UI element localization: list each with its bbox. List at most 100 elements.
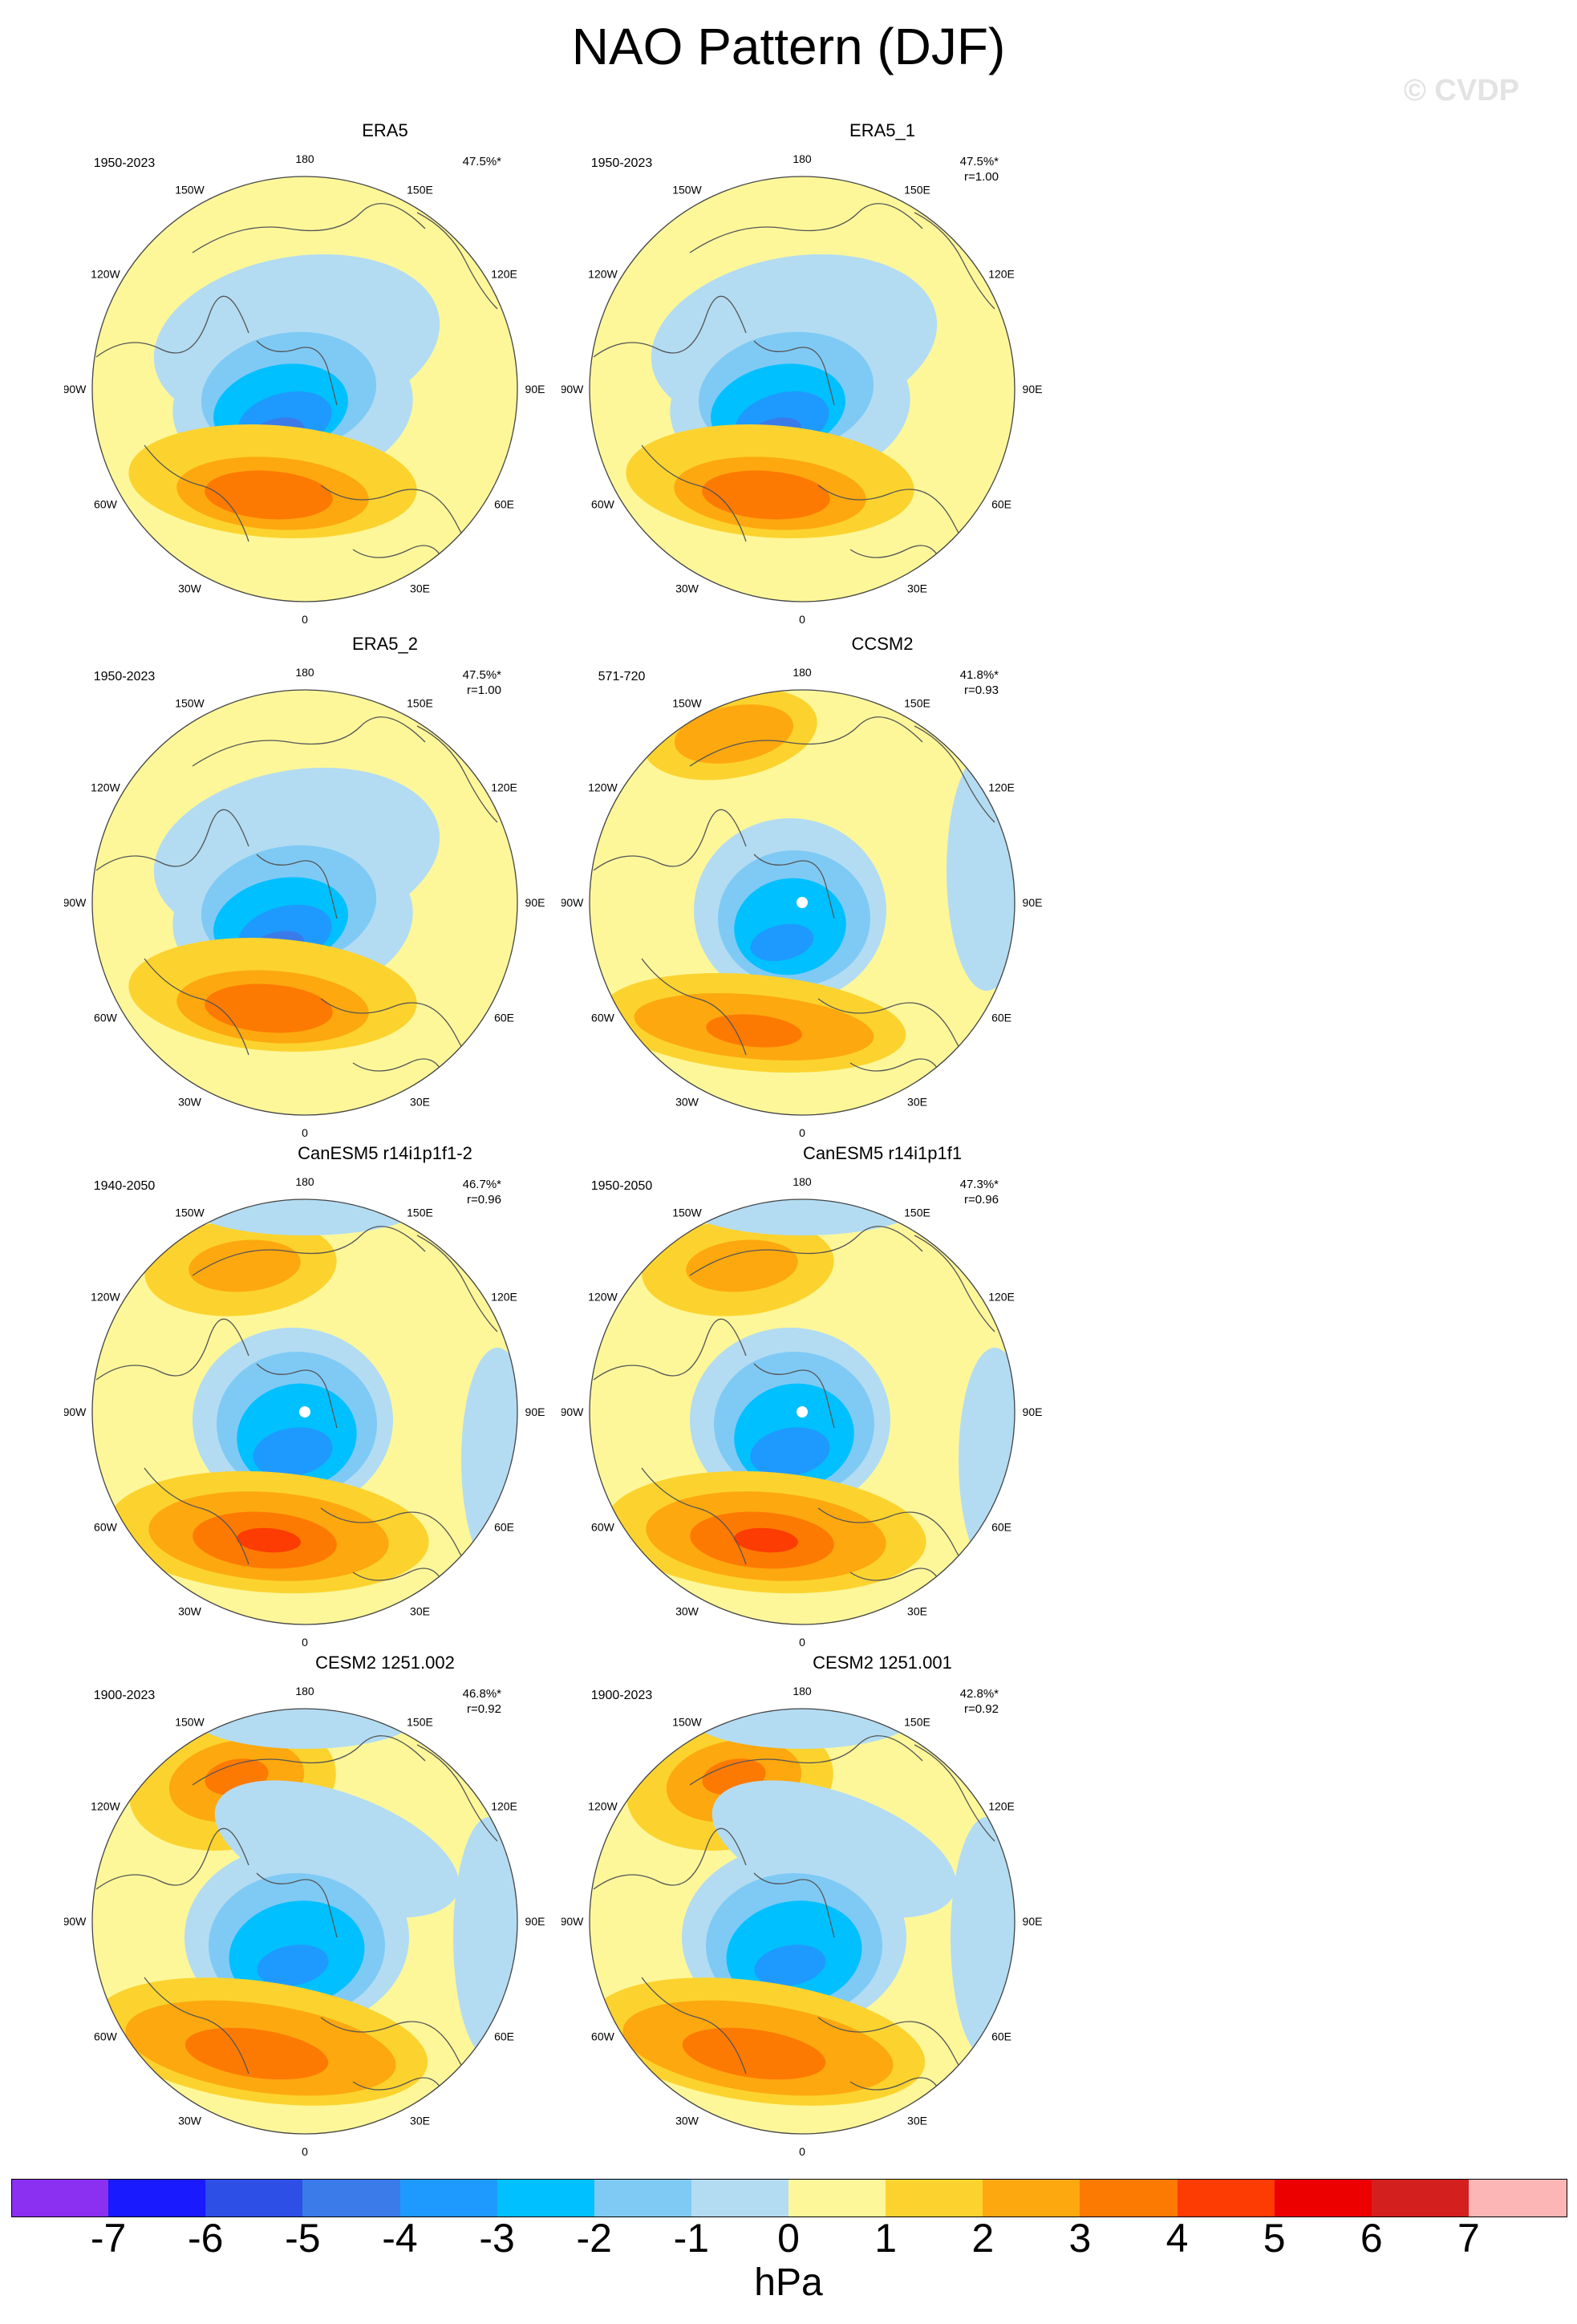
colorbar-tick-label: -1 bbox=[673, 2216, 710, 2261]
colorbar-tick-label: 4 bbox=[1166, 2216, 1189, 2261]
panel-stats: 47.3%* r=0.96 bbox=[960, 1177, 999, 1207]
longitude-label: 0 bbox=[302, 1636, 308, 1649]
colorbar-segment bbox=[1468, 2179, 1567, 2217]
longitude-label: 150W bbox=[672, 183, 702, 196]
panel-title: ERA5_1 bbox=[849, 120, 915, 140]
longitude-label: 30W bbox=[675, 1096, 699, 1109]
map-panel: ERA5 180 150E 120E 90E 60E 30E 0 30W 60W 90W 120W 15… bbox=[64, 120, 706, 626]
map-border bbox=[91, 1199, 518, 1625]
polar-map: 180 150E 120E 90E 60E 30E 0 30W 60W 90W 120W 150W bbox=[561, 152, 1043, 626]
longitude-label: 30E bbox=[410, 582, 430, 595]
longitude-label: 30E bbox=[907, 1605, 927, 1618]
longitude-label: 120E bbox=[988, 1800, 1015, 1813]
longitude-label: 150E bbox=[904, 1715, 930, 1728]
panel-stats: 47.5%* bbox=[463, 154, 501, 169]
colorbar-segment bbox=[399, 2179, 498, 2217]
panel-title: CanESM5 r14i1p1f1 bbox=[802, 1143, 963, 1163]
colorbar-segment bbox=[886, 2179, 983, 2217]
longitude-label: 60E bbox=[494, 1521, 514, 1534]
longitude-label: 90E bbox=[525, 1915, 545, 1928]
longitude-label: 30E bbox=[410, 1605, 430, 1618]
panel-title: CESM2 1251.002 bbox=[315, 1653, 455, 1673]
pattern-correlation: r=1.00 bbox=[964, 170, 999, 184]
colorbar bbox=[11, 2179, 1567, 2217]
longitude-label: 60E bbox=[991, 2030, 1011, 2043]
panel-title: CanESM5 r14i1p1f1-2 bbox=[298, 1143, 472, 1163]
pattern-correlation: r=0.96 bbox=[964, 1193, 999, 1207]
longitude-label: 90W bbox=[561, 383, 584, 395]
longitude-label: 120E bbox=[988, 781, 1015, 794]
longitude-label: 0 bbox=[799, 2145, 805, 2158]
polar-map: 180 150E 120E 90E 60E 30E 0 30W 60W 90W 120W 150W bbox=[64, 1175, 545, 1649]
longitude-label: 90W bbox=[64, 1405, 87, 1418]
longitude-label: 60W bbox=[591, 1012, 615, 1024]
polar-map: 180 150E 120E 90E 60E 30E 0 30W 60W 90W 120W 150W bbox=[64, 152, 545, 626]
map-border bbox=[589, 689, 1016, 1116]
polar-map: 180 150E 120E 90E 60E 30E 0 30W 60W 90W 120W 150W bbox=[561, 1685, 1043, 2158]
longitude-label: 150E bbox=[407, 696, 433, 709]
longitude-label: 120W bbox=[91, 268, 120, 281]
longitude-label: 90E bbox=[525, 383, 545, 395]
longitude-label: 120W bbox=[588, 1291, 618, 1304]
colorbar-tick-label: -6 bbox=[188, 2216, 224, 2261]
colorbar-segment bbox=[788, 2179, 886, 2217]
map-border bbox=[589, 1708, 1016, 2135]
watermark: © CVDP bbox=[1403, 74, 1519, 107]
panel-years: 1950-2023 bbox=[93, 156, 156, 170]
panel-years: 571-720 bbox=[598, 670, 646, 683]
longitude-label: 90E bbox=[1023, 1915, 1043, 1928]
longitude-label: 60E bbox=[494, 2030, 514, 2043]
map-panel: CESM2 1251.001 180 150E 120E 90E 60E 30E 0 30W 60… bbox=[561, 1653, 1203, 2158]
longitude-label: 90W bbox=[64, 383, 87, 395]
explained-variance: 42.8%* bbox=[959, 1687, 999, 1701]
longitude-label: 90E bbox=[1023, 896, 1043, 909]
longitude-label: 150W bbox=[175, 696, 205, 709]
longitude-label: 180 bbox=[793, 666, 812, 679]
panel-years: 1950-2023 bbox=[590, 156, 653, 170]
longitude-label: 60E bbox=[991, 1012, 1011, 1024]
pattern-correlation: r=1.00 bbox=[467, 683, 501, 697]
panel-stats: 41.8%* r=0.93 bbox=[960, 667, 999, 698]
longitude-label: 60W bbox=[94, 1012, 118, 1024]
longitude-label: 120E bbox=[491, 781, 517, 794]
longitude-label: 120W bbox=[588, 781, 618, 794]
longitude-label: 180 bbox=[793, 152, 812, 165]
colorbar-segment bbox=[108, 2179, 206, 2217]
longitude-label: 60W bbox=[94, 498, 118, 511]
explained-variance: 47.5%* bbox=[959, 155, 999, 168]
colorbar-segment bbox=[594, 2179, 692, 2217]
page-title: NAO Pattern (DJF) bbox=[571, 18, 1006, 75]
colorbar-tick-label: -3 bbox=[479, 2216, 515, 2261]
panel-years: 1940-2050 bbox=[93, 1179, 156, 1193]
panel-years: 1950-2023 bbox=[93, 670, 156, 683]
panel-stats: 47.5%* r=1.00 bbox=[463, 667, 501, 698]
longitude-label: 0 bbox=[799, 1126, 805, 1139]
map-border bbox=[91, 176, 518, 602]
longitude-label: 180 bbox=[793, 1175, 812, 1188]
map-border bbox=[589, 1199, 1016, 1625]
longitude-label: 0 bbox=[302, 613, 308, 626]
polar-map: 180 150E 120E 90E 60E 30E 0 30W 60W 90W 120W 150W bbox=[64, 1685, 545, 2158]
longitude-label: 0 bbox=[302, 2145, 308, 2158]
longitude-label: 90E bbox=[1023, 383, 1043, 395]
explained-variance: 46.8%* bbox=[462, 1687, 501, 1701]
longitude-label: 90W bbox=[561, 1915, 584, 1928]
colorbar-tick-label: 0 bbox=[777, 2216, 800, 2261]
longitude-label: 150W bbox=[175, 183, 205, 196]
map-border bbox=[91, 689, 518, 1116]
longitude-label: 180 bbox=[295, 666, 314, 679]
panel-years: 1950-2050 bbox=[590, 1179, 653, 1193]
colorbar-tick-label: -7 bbox=[90, 2216, 127, 2261]
longitude-label: 30E bbox=[410, 1096, 430, 1109]
longitude-label: 120E bbox=[988, 1291, 1015, 1304]
colorbar-tick-label: -4 bbox=[382, 2216, 418, 2261]
longitude-label: 0 bbox=[302, 1126, 308, 1139]
panel-title: ERA5_2 bbox=[352, 634, 418, 654]
panel-stats: 42.8%* r=0.92 bbox=[960, 1686, 999, 1717]
longitude-label: 90E bbox=[1023, 1405, 1043, 1418]
colorbar-segment bbox=[1371, 2179, 1470, 2217]
longitude-label: 90W bbox=[561, 1405, 584, 1418]
longitude-label: 150W bbox=[175, 1206, 205, 1219]
colorbar-segment bbox=[983, 2179, 1080, 2217]
longitude-label: 0 bbox=[799, 613, 805, 626]
